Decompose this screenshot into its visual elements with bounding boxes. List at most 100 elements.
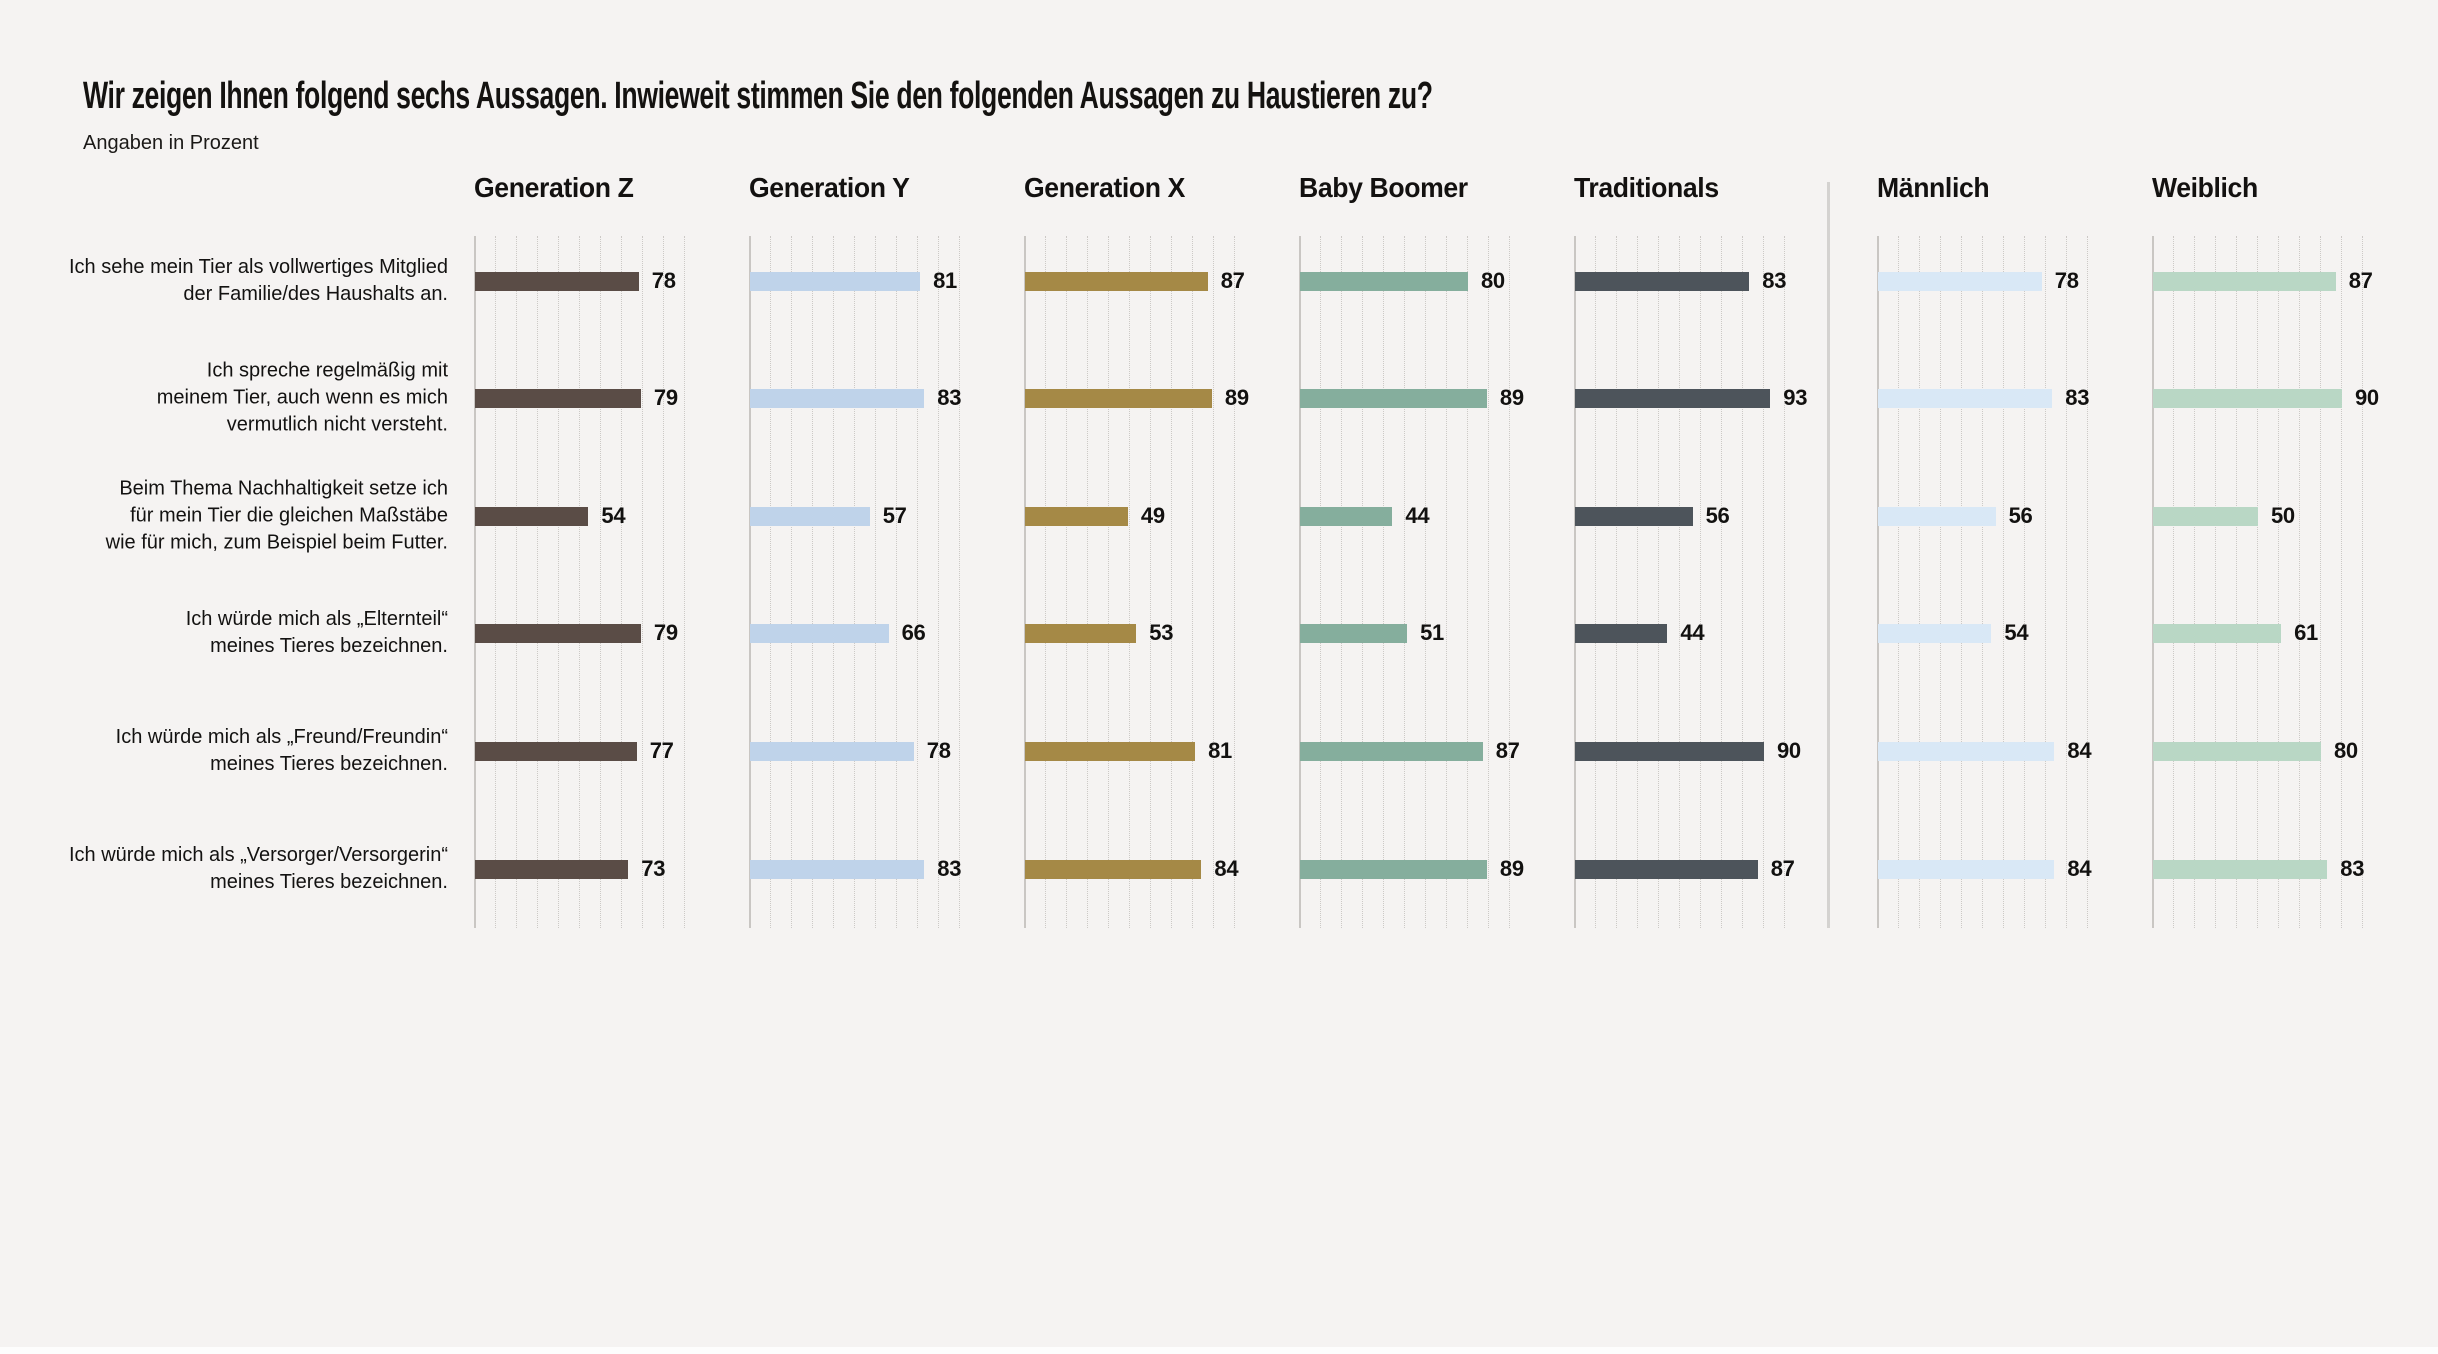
gridline (1066, 236, 1067, 928)
gridline (1742, 236, 1743, 928)
gridline (2003, 236, 2004, 928)
bar (750, 271, 921, 291)
value-label: 83 (2340, 856, 2365, 881)
panel-header: Generation X (1024, 172, 1185, 203)
bar (750, 859, 925, 879)
gridline (1129, 236, 1130, 928)
bar (2153, 623, 2282, 643)
gridline (1658, 236, 1659, 928)
bar (1878, 741, 2055, 761)
bar (1300, 506, 1393, 526)
gridline (558, 236, 559, 928)
bar (1025, 388, 1212, 408)
panel-header: Weiblich (2152, 172, 2258, 203)
gridline (1150, 236, 1151, 928)
value-label: 51 (1420, 620, 1444, 645)
category-label-line: meinem Tier, auch wenn es mich (156, 386, 448, 409)
value-label: 79 (653, 385, 678, 410)
gridline (1700, 236, 1701, 928)
bar (475, 741, 637, 761)
bar (1300, 859, 1487, 879)
bar (1300, 741, 1483, 761)
gridline (854, 236, 855, 928)
category-label-line: Ich würde mich als „Elternteil“ (185, 608, 448, 630)
gridline (2215, 236, 2216, 928)
gridline (1045, 236, 1046, 928)
y-axis-line (474, 236, 476, 928)
value-label: 78 (2054, 268, 2079, 293)
gridline (684, 236, 685, 928)
value-label: 77 (649, 738, 674, 763)
value-label: 87 (1220, 268, 1245, 293)
bar (750, 388, 925, 408)
gridline (1898, 236, 1899, 928)
value-label: 84 (1214, 856, 1239, 881)
gridline (579, 236, 580, 928)
gridline (2087, 236, 2088, 928)
gridline (1362, 236, 1363, 928)
gridline (770, 236, 771, 928)
group-divider-line (1827, 182, 1830, 928)
gridline (875, 236, 876, 928)
value-label: 66 (901, 620, 926, 645)
value-label: 90 (1777, 738, 1801, 763)
value-label: 56 (2008, 503, 2033, 528)
category-label-line: meines Tieres bezeichnen. (210, 635, 448, 657)
value-label: 61 (2294, 620, 2318, 645)
bar (475, 859, 629, 879)
category-label-line: vermutlich nicht versteht. (226, 413, 448, 436)
category-label: Beim Thema Nachhaltigkeit setze ich für m… (8, 476, 448, 557)
gridline (1509, 236, 1510, 928)
gridline (2257, 236, 2258, 928)
bar (1025, 506, 1128, 526)
y-axis-line (1877, 236, 1879, 928)
gridline (1616, 236, 1617, 928)
bar (2153, 388, 2342, 408)
bar (1300, 271, 1468, 291)
gridline (516, 236, 517, 928)
bar (1300, 388, 1487, 408)
bar (1575, 741, 1764, 761)
value-label: 79 (653, 620, 678, 645)
panel-header: Männlich (1877, 172, 1990, 203)
gridline (1721, 236, 1722, 928)
y-axis-line (1574, 236, 1576, 928)
bar (475, 506, 589, 526)
panel-header: Generation Z (474, 172, 634, 203)
category-label: Ich sehe mein Tier als vollwertiges Mitg… (8, 254, 448, 308)
category-label-line: für mein Tier die gleichen Maßstäbe (130, 504, 448, 527)
gridline (833, 236, 834, 928)
value-label: 89 (1499, 856, 1524, 881)
bar (1025, 623, 1137, 643)
gridline (495, 236, 496, 928)
category-label: Ich würde mich als „Freund/Freundin“ mein… (8, 724, 448, 778)
gridline (2024, 236, 2025, 928)
chart-title: Wir zeigen Ihnen folgend sechs Aussagen.… (83, 75, 1433, 117)
gridline (1192, 236, 1193, 928)
gridline (1171, 236, 1172, 928)
value-label: 50 (2271, 503, 2295, 528)
bar (475, 388, 641, 408)
gridline (1595, 236, 1596, 928)
value-label: 89 (1499, 385, 1524, 410)
value-label: 87 (2348, 268, 2373, 293)
value-label: 84 (2067, 738, 2092, 763)
bar (1575, 859, 1758, 879)
value-label: 83 (1762, 268, 1787, 293)
category-label: Ich spreche regelmäßig mit meinem Tier, a… (8, 358, 448, 439)
value-label: 54 (601, 503, 626, 528)
gridline (1679, 236, 1680, 928)
bar (1575, 388, 1771, 408)
value-label: 84 (2067, 856, 2092, 881)
gridline (2341, 236, 2342, 928)
bar (1300, 623, 1408, 643)
value-label: 49 (1140, 503, 1165, 528)
gridline (2173, 236, 2174, 928)
y-axis-line (749, 236, 751, 928)
gridline (1919, 236, 1920, 928)
value-label: 44 (1680, 620, 1705, 645)
y-axis-line (1299, 236, 1301, 928)
value-label: 44 (1405, 503, 1430, 528)
gridline (642, 236, 643, 928)
